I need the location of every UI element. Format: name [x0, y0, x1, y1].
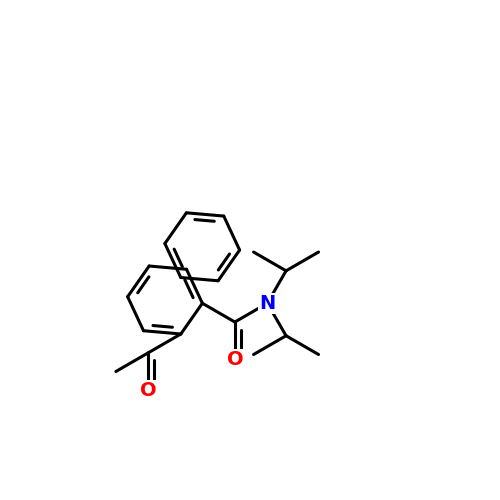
Text: O: O: [226, 350, 243, 369]
Text: N: N: [259, 294, 276, 313]
Text: O: O: [140, 380, 156, 400]
